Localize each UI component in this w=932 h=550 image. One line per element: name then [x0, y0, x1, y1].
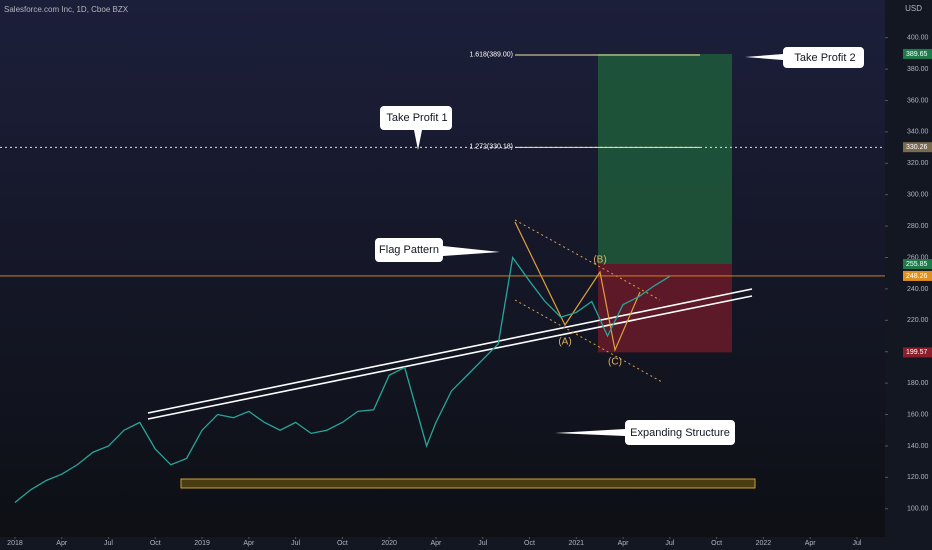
y-tick-label: 300.00 — [907, 192, 929, 199]
x-tick-label: Jul — [291, 540, 300, 547]
callout-text: Expanding Structure — [630, 427, 730, 439]
x-tick-label: Apr — [430, 540, 442, 547]
x-tick-label: Apr — [805, 540, 817, 547]
price-tag-label: 248.26 — [906, 273, 928, 280]
x-tick-label: Apr — [56, 540, 68, 547]
y-tick-label: 380.00 — [907, 66, 929, 73]
y-tick-label: 280.00 — [907, 223, 929, 230]
time-axis — [0, 537, 885, 550]
y-tick-label: 340.00 — [907, 129, 929, 136]
stop-zone — [598, 264, 732, 353]
price-tag-label: 255.85 — [906, 261, 928, 268]
fib-label: 1.272(330.18) — [469, 144, 513, 151]
x-tick-label: Apr — [618, 540, 630, 547]
price-tag — [903, 347, 932, 358]
y-tick-label: 120.00 — [907, 474, 929, 481]
x-tick-label: Oct — [524, 540, 535, 547]
callout-text: Flag Pattern — [379, 244, 439, 256]
x-tick-label: 2019 — [194, 540, 210, 547]
wave-label: (A) — [558, 337, 571, 348]
y-tick-label: 240.00 — [907, 286, 929, 293]
callout-text: Take Profit 2 — [794, 52, 855, 64]
price-series — [14, 255, 671, 503]
x-tick-label: Oct — [337, 540, 348, 547]
price-tag — [903, 48, 932, 59]
y-tick-label: 220.00 — [907, 317, 929, 324]
trendline — [147, 295, 753, 420]
chart-title: Salesforce.com Inc, 1D, Cboe BZX — [4, 5, 129, 14]
y-tick-label: 160.00 — [907, 411, 929, 418]
wave-label: (C) — [608, 357, 622, 368]
callout-box — [380, 106, 452, 150]
price-tag-label: 389.65 — [906, 51, 928, 58]
flag-line — [514, 299, 663, 383]
x-tick-label: 2022 — [756, 540, 772, 547]
x-tick-label: 2020 — [381, 540, 397, 547]
x-tick-label: 2018 — [7, 540, 23, 547]
x-tick-label: Jul — [478, 540, 487, 547]
x-tick-label: Jul — [104, 540, 113, 547]
callout-text: Take Profit 1 — [386, 112, 447, 124]
x-tick-label: Oct — [150, 540, 161, 547]
y-tick-label: 400.00 — [907, 35, 929, 42]
fib-label: 1.618(389.00) — [469, 51, 513, 58]
x-tick-label: Jul — [852, 540, 861, 547]
wave-label: (B) — [593, 255, 606, 266]
target-zone — [598, 53, 732, 265]
x-tick-label: 2021 — [568, 540, 584, 547]
y-tick-label: 140.00 — [907, 443, 929, 450]
callout-box — [555, 420, 735, 445]
price-tag — [903, 142, 932, 153]
y-tick-label: 360.00 — [907, 97, 929, 104]
x-tick-label: Apr — [243, 540, 255, 547]
callout-box — [375, 238, 500, 262]
price-tag — [903, 259, 932, 270]
y-tick-label: 320.00 — [907, 160, 929, 167]
y-tick-label: 180.00 — [907, 380, 929, 387]
price-tag-label: 330.26 — [906, 144, 928, 151]
y-tick-label: 100.00 — [907, 506, 929, 513]
y-tick-label: 260.00 — [907, 254, 929, 261]
currency: USD — [905, 4, 922, 13]
callout-box — [745, 47, 864, 68]
price-tag — [903, 270, 932, 281]
x-tick-label: Oct — [711, 540, 722, 547]
trendline — [147, 288, 753, 414]
support-zone — [180, 478, 756, 489]
price-tag-label: 199.57 — [906, 349, 928, 356]
abc-wave — [514, 221, 641, 353]
x-tick-label: Jul — [665, 540, 674, 547]
